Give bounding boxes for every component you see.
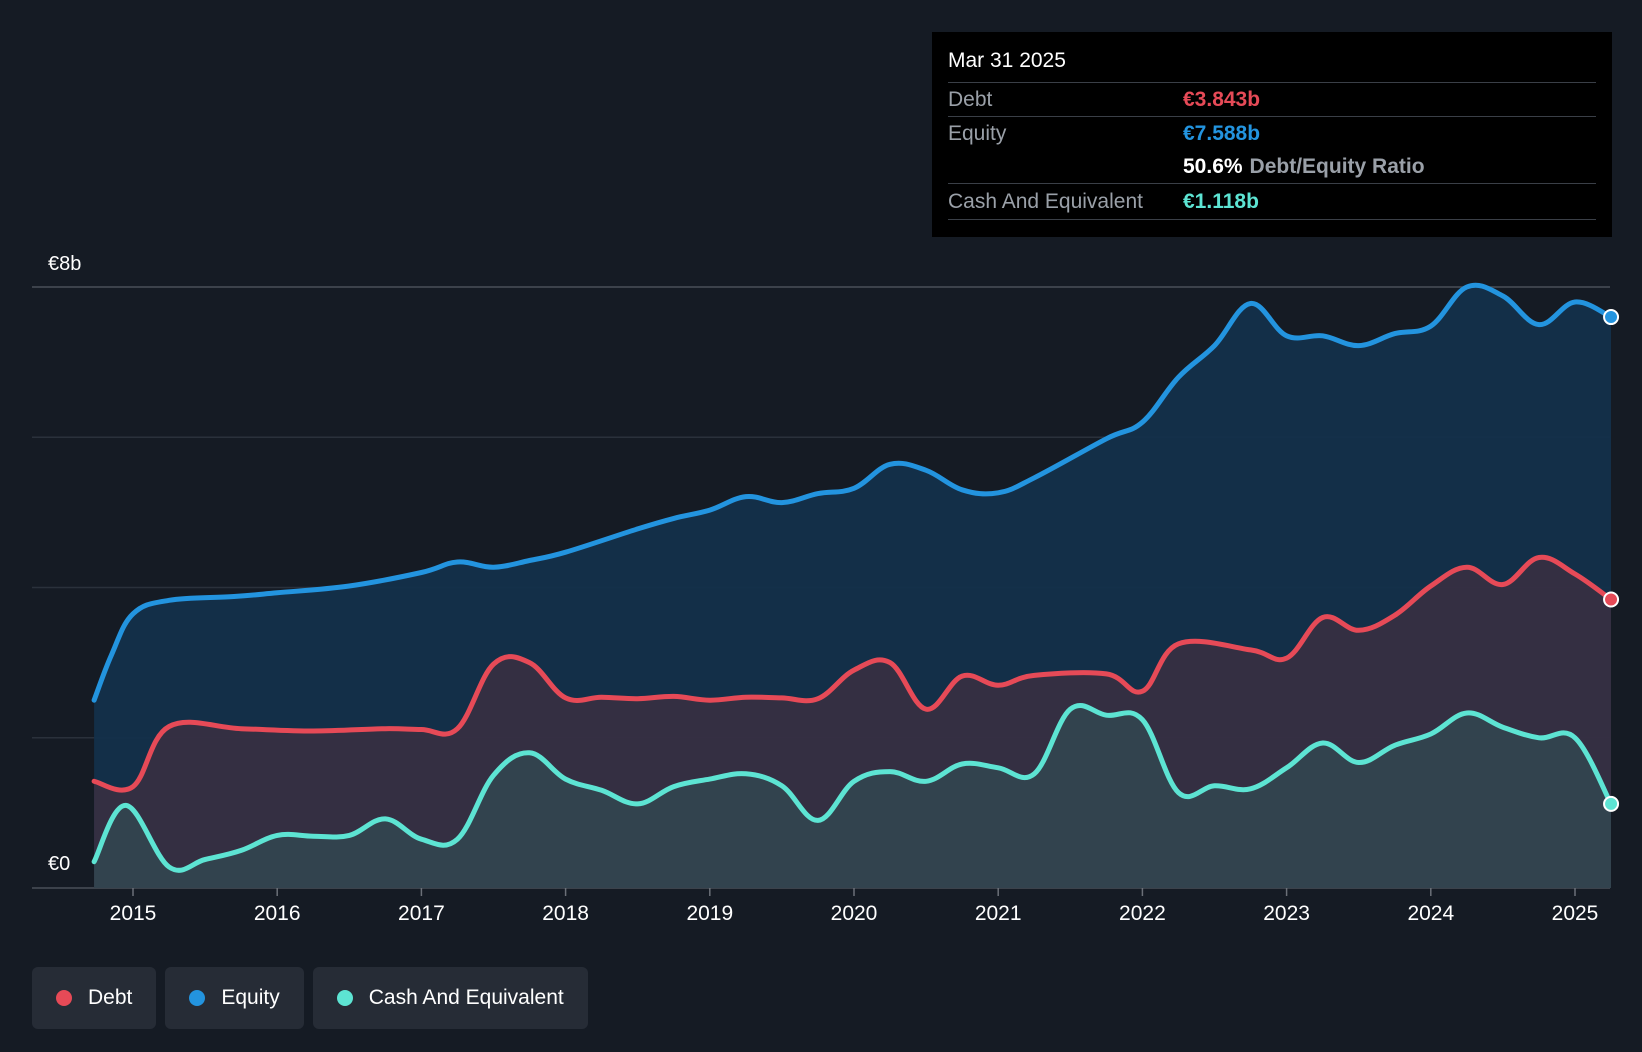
legend-item-debt[interactable]: Debt: [32, 967, 157, 1029]
y-bottom-label: €0: [48, 853, 70, 875]
tooltip-ratio-row: 50.6% Debt/Equity Ratio: [948, 150, 1596, 183]
legend-dot-equity: [189, 990, 206, 1006]
x-tick-label-2017: 2017: [398, 902, 445, 925]
end-dot-cash-and-equivalent: [1603, 795, 1620, 812]
legend-label-debt: Debt: [88, 986, 133, 1009]
tooltip-ratio-value: 50.6%: [1183, 154, 1243, 178]
x-tick-label-2024: 2024: [1407, 902, 1454, 925]
line-debt: [91, 554, 1614, 793]
tooltip-equity-row: Equity €7.588b: [948, 116, 1596, 150]
tooltip-cash-label: Cash And Equivalent: [948, 189, 1143, 213]
tooltip-equity-label: Equity: [948, 121, 1007, 145]
x-tick-label-2025: 2025: [1552, 902, 1599, 925]
legend: Debt Equity Cash And Equivalent: [32, 967, 597, 1029]
x-tick-label-2015: 2015: [110, 902, 157, 925]
series-lines: [91, 282, 1614, 873]
tooltip-equity-value: €7.588b: [1183, 121, 1261, 145]
tooltip-debt-row: Debt €3.843b: [948, 82, 1596, 116]
x-tick-label-2018: 2018: [542, 902, 589, 925]
end-dot-equity: [1603, 309, 1620, 326]
y-top-label: €8b: [48, 253, 81, 275]
x-tick-label-2022: 2022: [1119, 902, 1166, 925]
x-tick-label-2019: 2019: [686, 902, 733, 925]
series-end-dots: [1603, 309, 1620, 812]
legend-item-cash[interactable]: Cash And Equivalent: [312, 967, 588, 1029]
tooltip-debt-value: €3.843b: [1183, 87, 1261, 111]
tooltip-panel: Mar 31 2025 Debt €3.843b Equity €7.588b …: [932, 32, 1612, 237]
legend-dot-cash: [336, 990, 353, 1006]
x-tick-label-2016: 2016: [254, 902, 301, 925]
x-tick-label-2020: 2020: [831, 902, 878, 925]
tooltip-cash-value: €1.118b: [1183, 189, 1259, 213]
legend-label-equity: Equity: [221, 986, 280, 1009]
area-cash-and-equivalent: [94, 705, 1612, 888]
legend-item-equity[interactable]: Equity: [165, 967, 304, 1029]
end-dot-debt: [1603, 591, 1620, 608]
legend-label-cash: Cash And Equivalent: [368, 986, 564, 1009]
line-equity: [91, 282, 1614, 703]
tooltip-cash-row: Cash And Equivalent €1.118b: [948, 183, 1596, 220]
tooltip-ratio-label: Debt/Equity Ratio: [1249, 154, 1425, 178]
tooltip-date: Mar 31 2025: [948, 49, 1066, 72]
legend-dot-debt: [56, 990, 72, 1006]
tooltip-debt-label: Debt: [948, 87, 993, 111]
x-tick-label-2021: 2021: [975, 902, 1022, 925]
x-axis: 2015 2016 2017 2018 2019 2020 2021 2022 2023 2024…: [110, 888, 1599, 925]
x-tick-label-2023: 2023: [1263, 902, 1310, 925]
series-areas: [94, 285, 1612, 889]
line-cash-and-equivalent: [91, 702, 1614, 873]
